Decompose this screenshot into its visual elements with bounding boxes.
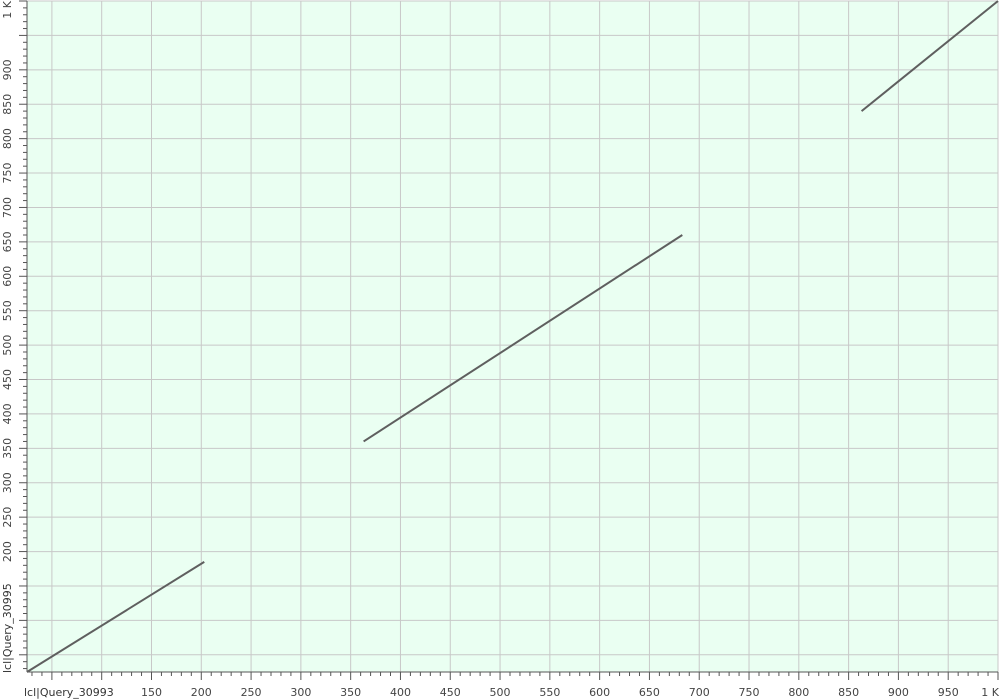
- y-tick-label: 800: [1, 128, 14, 149]
- alignment-segments: [26, 0, 999, 673]
- x-tick-label: 400: [390, 686, 411, 699]
- x-tick-label: 350: [340, 686, 361, 699]
- x-tick-label: 550: [539, 686, 560, 699]
- alignment-segment-2: [363, 234, 683, 443]
- x-tick-label: 200: [191, 686, 212, 699]
- y-tick-label: 250: [1, 507, 14, 528]
- x-tick-label: 900: [888, 686, 909, 699]
- y-tick-label: 300: [1, 472, 14, 493]
- x-axis-title: lcl|Query_30993: [24, 686, 114, 699]
- y-tick-label: 850: [1, 94, 14, 115]
- y-tick-label: 200: [1, 541, 14, 562]
- x-tick-label: 300: [290, 686, 311, 699]
- y-tick-label: 750: [1, 163, 14, 184]
- x-tick-label: 600: [589, 686, 610, 699]
- y-tick-label: 500: [1, 335, 14, 356]
- y-tick-label: 550: [1, 300, 14, 321]
- x-tick-label: 750: [739, 686, 760, 699]
- x-tick-label: 800: [788, 686, 809, 699]
- x-tick-label: 850: [838, 686, 859, 699]
- y-axis-title: lcl|Query_30995: [1, 583, 14, 673]
- y-tick-label: 600: [1, 266, 14, 287]
- plot-area: [27, 1, 998, 672]
- x-tick-label: 450: [440, 686, 461, 699]
- y-tick-label: 700: [1, 197, 14, 218]
- y-tick-label: 900: [1, 59, 14, 80]
- alignment-segment-1: [26, 561, 205, 673]
- y-tick-label: 650: [1, 231, 14, 252]
- y-tick-label: 450: [1, 369, 14, 390]
- x-tick-label: 700: [689, 686, 710, 699]
- y-tick-label: 400: [1, 403, 14, 424]
- axes: [19, 0, 999, 680]
- x-tick-label: 500: [490, 686, 511, 699]
- x-tick-label: 650: [639, 686, 660, 699]
- y-tick-label: 350: [1, 438, 14, 459]
- x-tick-label: 1 K: [981, 686, 999, 699]
- x-tick-label: 150: [141, 686, 162, 699]
- x-tick-label: 250: [241, 686, 262, 699]
- alignment-segment-3: [860, 0, 999, 112]
- grid-lines: [27, 0, 999, 672]
- y-tick-label: 1 K: [1, 0, 14, 18]
- x-tick-label: 950: [938, 686, 959, 699]
